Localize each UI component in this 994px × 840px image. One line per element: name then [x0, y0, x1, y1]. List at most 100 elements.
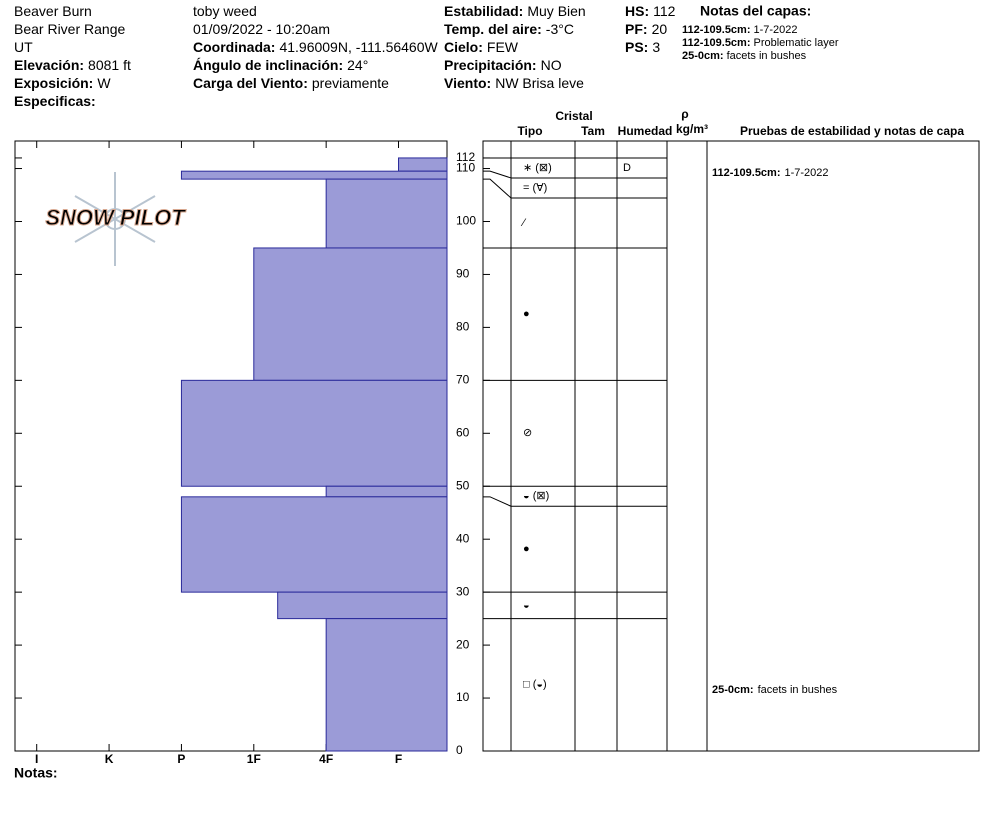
- hardness-bar: [325, 178, 448, 249]
- field: Carga del Viento: previamente: [193, 75, 389, 91]
- grain-type: ⊘: [523, 427, 532, 439]
- hardness-bar: [325, 485, 448, 498]
- field: Cielo: FEW: [444, 39, 519, 55]
- x-tick-label: I: [35, 752, 38, 766]
- field-label: 112-109.5cm:: [682, 37, 751, 49]
- hardness-bar: [398, 157, 448, 172]
- y-tick-label: 20: [456, 637, 470, 651]
- header-moisture: Humedad: [618, 124, 673, 138]
- grain-type: □ (◒): [523, 679, 547, 691]
- header-rho: ρ: [681, 107, 688, 121]
- field: Ángulo de inclinación: 24°: [193, 57, 368, 73]
- field: Exposición: W: [14, 75, 111, 91]
- y-tick-label: 90: [456, 267, 470, 281]
- y-tick-label: 70: [456, 373, 470, 387]
- field-value: NW Brisa leve: [495, 75, 584, 91]
- x-tick-label: 1F: [247, 752, 261, 766]
- field-label: Coordinada:: [193, 39, 275, 55]
- hardness-bar: [180, 496, 448, 593]
- field-value: previamente: [312, 75, 389, 91]
- field-label: Viento:: [444, 75, 491, 91]
- table-frame: [482, 140, 980, 752]
- grain-type: ∗ (⊠): [523, 162, 552, 174]
- header-tests: Pruebas de estabilidad y notas de capa: [740, 124, 964, 138]
- field-label: Elevación:: [14, 57, 84, 73]
- field-label: 25-0cm:: [712, 684, 754, 696]
- table-columns: [510, 141, 708, 751]
- field-value: W: [97, 75, 111, 91]
- layer-connector: [483, 170, 512, 179]
- field: Temp. del aire: -3°C: [444, 21, 574, 37]
- field-value: Problematic layer: [754, 37, 839, 49]
- field: 01/09/2022 - 10:20am: [193, 21, 330, 37]
- x-tick-label: P: [177, 752, 185, 766]
- field-value: 112: [653, 3, 676, 19]
- field-label: Estabilidad:: [444, 3, 523, 19]
- footer: Notas:: [14, 765, 58, 781]
- field: HS: 112: [625, 3, 676, 19]
- grain-type: ●: [523, 308, 530, 320]
- field-value: toby weed: [193, 3, 257, 19]
- hardness-bar: [253, 247, 448, 381]
- field: Estabilidad: Muy Bien: [444, 3, 586, 19]
- y-tick-label: 40: [456, 531, 470, 545]
- field: 25-0cm: facets in bushes: [712, 684, 838, 696]
- hardness-bar: [325, 618, 448, 752]
- y-tick-label: 10: [456, 690, 470, 704]
- field-value: UT: [14, 39, 33, 55]
- field-label: Carga del Viento:: [193, 75, 308, 91]
- layer-connector: [483, 178, 512, 199]
- header-type: Tipo: [517, 124, 542, 138]
- field: Bear River Range: [14, 21, 125, 37]
- field: Precipitación: NO: [444, 57, 562, 73]
- field: Elevación: 8081 ft: [14, 57, 131, 73]
- field-label: HS:: [625, 3, 649, 19]
- field-label: 25-0cm:: [682, 50, 724, 62]
- y-tick-label: 60: [456, 425, 470, 439]
- field-value: 1-7-2022: [754, 24, 798, 36]
- grain-type: = (∀): [523, 182, 547, 194]
- header-size: Tam: [581, 124, 605, 138]
- field-value: 24°: [347, 57, 368, 73]
- y-tick-label: 100: [456, 214, 476, 228]
- field-label: 112-109.5cm:: [682, 24, 751, 36]
- field-value: Bear River Range: [14, 21, 125, 37]
- field-label: Cielo:: [444, 39, 483, 55]
- field: Viento: NW Brisa leve: [444, 75, 584, 91]
- field-value: 01/09/2022 - 10:20am: [193, 21, 330, 37]
- field-value: facets in bushes: [727, 50, 807, 62]
- y-tick-label: 50: [456, 478, 470, 492]
- field-label: Exposición:: [14, 75, 93, 91]
- field-label: 112-109.5cm:: [712, 167, 781, 179]
- field: 112-109.5cm: 1-7-2022: [682, 24, 798, 36]
- hardness-bar: [180, 379, 448, 487]
- field: toby weed: [193, 3, 257, 19]
- field-label: Especificas:: [14, 93, 96, 109]
- field-value: 8081 ft: [88, 57, 131, 73]
- x-tick-label: K: [105, 752, 114, 766]
- field: PS: 3: [625, 39, 660, 55]
- field-value: 3: [652, 39, 660, 55]
- field-label: Ángulo de inclinación:: [193, 57, 343, 73]
- y-tick-label: 30: [456, 584, 470, 598]
- field-label: Precipitación:: [444, 57, 537, 73]
- field-value: 41.96009N, -111.56460W: [279, 39, 438, 55]
- header-crystal: Cristal: [555, 109, 592, 123]
- moisture: D: [623, 162, 631, 174]
- logo-text: SNOW PILOT: [45, 205, 186, 230]
- field: 112-109.5cm: Problematic layer: [682, 37, 839, 49]
- field: Especificas:: [14, 93, 96, 109]
- x-tick-label: 4F: [319, 752, 333, 766]
- field-value: Beaver Burn: [14, 3, 92, 19]
- field-label: PS:: [625, 39, 648, 55]
- y-tick-label: 112: [456, 150, 475, 164]
- field: PF: 20: [625, 21, 667, 37]
- x-tick-label: F: [395, 752, 402, 766]
- field-value: Muy Bien: [527, 3, 585, 19]
- field: Coordinada: 41.96009N, -111.56460W: [193, 39, 438, 55]
- field-value: NO: [541, 57, 562, 73]
- field: 25-0cm: facets in bushes: [682, 50, 807, 62]
- field-value: 1-7-2022: [785, 167, 829, 179]
